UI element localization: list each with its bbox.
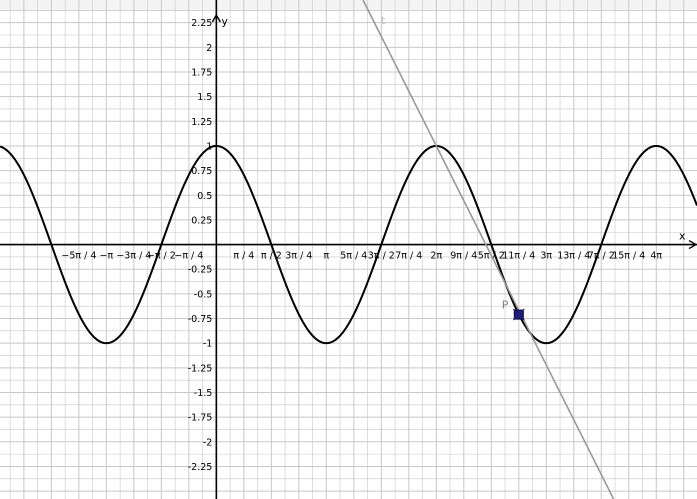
x-tick-label: −3π / 4 bbox=[116, 251, 151, 262]
y-axis-arrow bbox=[211, 13, 221, 23]
x-tick-label: −π / 2 bbox=[147, 251, 176, 262]
x-tick-label: 2π bbox=[430, 251, 442, 262]
tangent-line-label: t bbox=[381, 14, 386, 27]
x-tick-label: π / 4 bbox=[233, 251, 254, 262]
x-tick-label: −π bbox=[100, 251, 114, 262]
y-tick-label: 0.5 bbox=[197, 191, 212, 202]
x-tick-label: 13π / 4 bbox=[557, 251, 590, 262]
point-p-cross bbox=[512, 308, 525, 321]
x-axis-arrow bbox=[688, 239, 697, 250]
x-tick-label: π / 2 bbox=[261, 251, 282, 262]
y-tick-label: -1.75 bbox=[188, 413, 213, 424]
y-tick-label: -2 bbox=[203, 437, 212, 448]
cosine-curve[interactable] bbox=[0, 144, 697, 345]
y-tick-label: 1.25 bbox=[191, 117, 212, 128]
x-tick-label: 15π / 4 bbox=[612, 251, 645, 262]
point-label: P bbox=[502, 299, 509, 312]
point-p[interactable] bbox=[512, 308, 525, 321]
x-tick-label: 3π / 2 bbox=[368, 251, 395, 262]
x-tick-label: 11π / 4 bbox=[502, 251, 535, 262]
x-tick-label: 3π / 4 bbox=[285, 251, 312, 262]
x-tick-label: π bbox=[323, 251, 329, 262]
x-axis-label: x bbox=[679, 230, 686, 243]
x-tick-label: −5π / 4 bbox=[61, 251, 96, 262]
x-tick-label: 3π bbox=[540, 251, 552, 262]
tangent-line[interactable] bbox=[362, 0, 615, 499]
x-tick-label: 7π / 2 bbox=[588, 251, 615, 262]
x-tick-label: 7π / 4 bbox=[395, 251, 422, 262]
y-tick-label: 0.25 bbox=[191, 215, 212, 226]
y-tick-label: -0.75 bbox=[188, 314, 213, 325]
y-tick-label: 1.75 bbox=[191, 67, 212, 78]
x-tick-label: 4π bbox=[650, 251, 662, 262]
y-tick-label: -0.5 bbox=[194, 289, 213, 300]
y-tick-label: -1 bbox=[203, 339, 212, 350]
x-tick-label: −π / 4 bbox=[174, 251, 203, 262]
y-tick-label: 2.25 bbox=[191, 18, 212, 29]
x-tick-label: 5π / 4 bbox=[340, 251, 367, 262]
y-tick-label: -1.5 bbox=[194, 388, 213, 399]
x-tick-label: 9π / 4 bbox=[450, 251, 477, 262]
y-tick-label: 2 bbox=[206, 43, 212, 54]
y-tick-label: -0.25 bbox=[188, 265, 213, 276]
y-axis-label: y bbox=[221, 15, 228, 28]
y-tick-label: 0.75 bbox=[191, 166, 212, 177]
y-tick-label: -2.25 bbox=[188, 462, 213, 473]
y-tick-label: 1.5 bbox=[197, 92, 212, 103]
y-tick-label: -1.25 bbox=[188, 363, 213, 374]
